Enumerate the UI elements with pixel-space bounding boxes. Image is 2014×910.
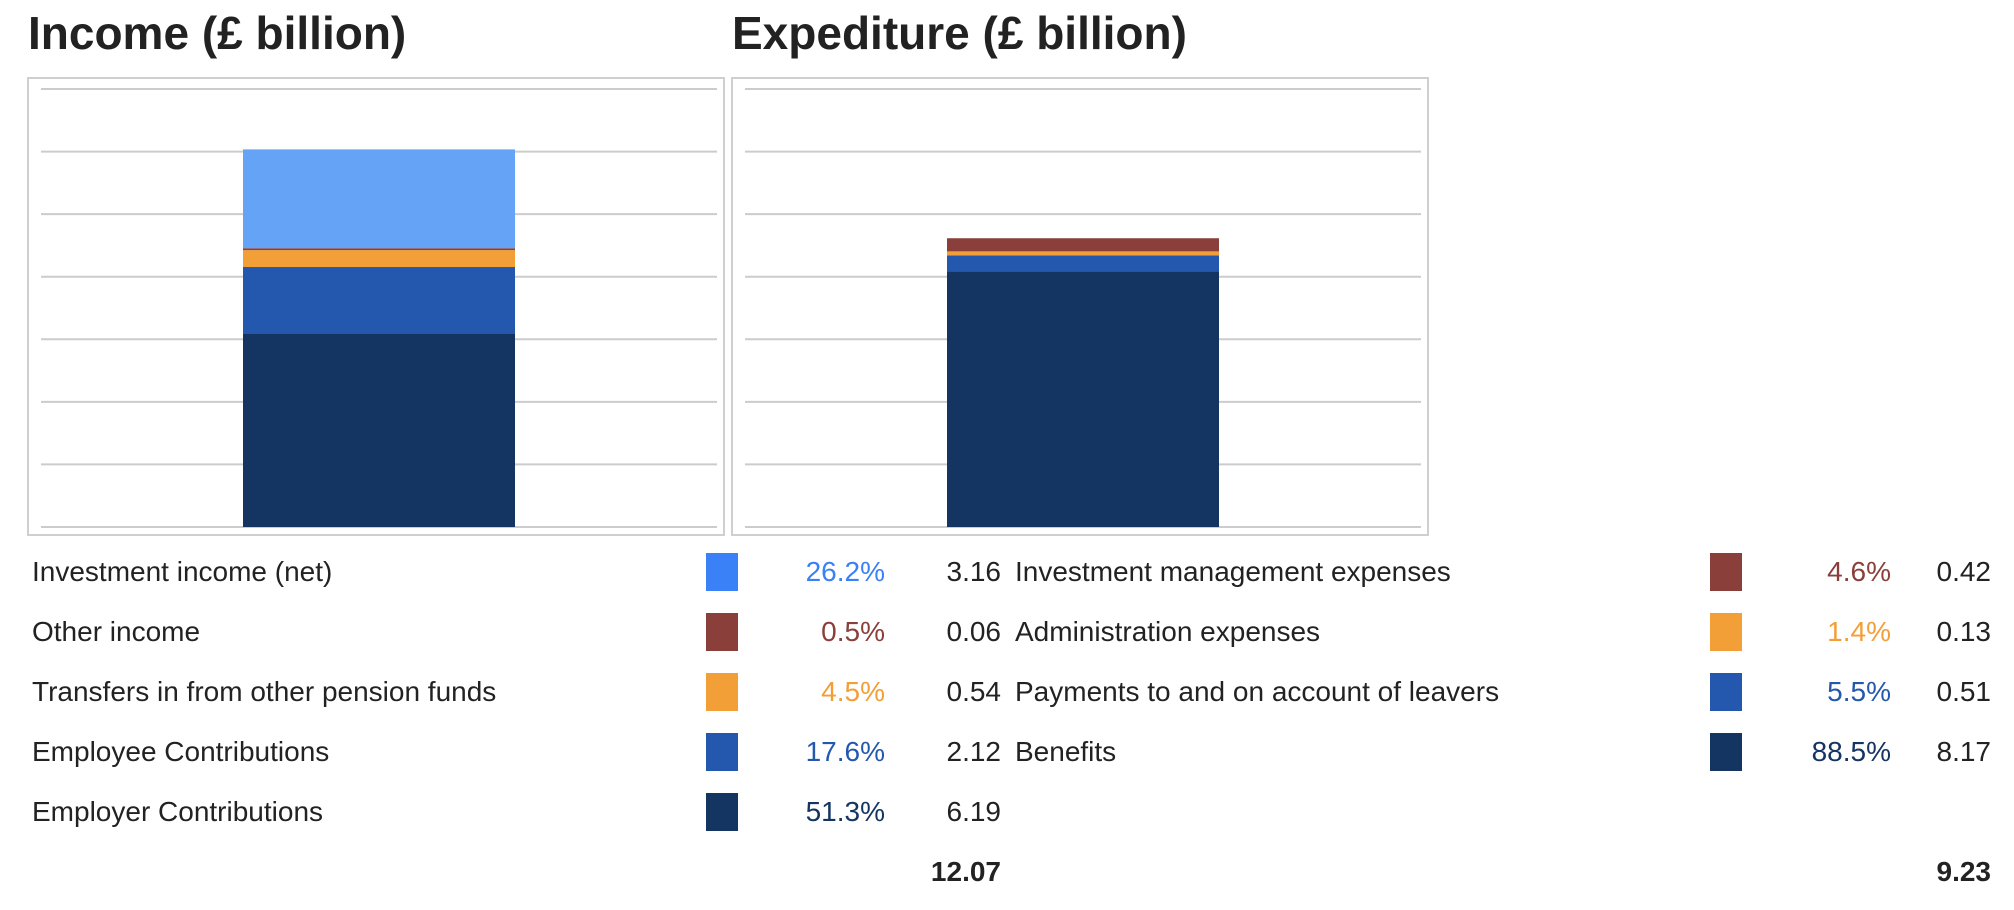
legend-value: 0.42 [1936, 556, 1992, 587]
legend-row: Transfers in from other pension funds 4.5… [0, 672, 2014, 712]
legend-label: Administration expenses [1015, 616, 1321, 647]
legend-label: Investment income (net) [32, 556, 333, 587]
bar-segment [243, 250, 515, 268]
bar-segment [243, 333, 515, 527]
bar-segment [243, 149, 515, 249]
legend-swatch [706, 793, 738, 831]
expenditure-total: 9.23 [1936, 856, 1992, 887]
legend-value: 0.13 [1936, 616, 1992, 647]
bar-segment [947, 251, 1219, 256]
legend-value: 6.19 [946, 796, 1002, 827]
legend-percent: 17.6% [805, 736, 885, 767]
legend-label: Payments to and on account of leavers [1015, 676, 1500, 707]
legend-row: Payments to and on account of leavers 5.5… [0, 672, 2014, 712]
legend-label: Employee Contributions [32, 736, 330, 767]
legend-value: 2.12 [946, 736, 1002, 767]
legend-percent: 4.5% [821, 676, 885, 707]
legend-label: Transfers in from other pension funds [32, 676, 497, 707]
income-total: 12.07 [930, 856, 1001, 887]
bar-segment [243, 248, 515, 251]
legend-row: Benefits 88.5% 8.17 [0, 732, 2014, 772]
legend-value: 0.51 [1936, 676, 1992, 707]
expenditure-chart [731, 77, 1429, 536]
bar-segment [243, 267, 515, 334]
legend-percent: 5.5% [1827, 676, 1891, 707]
legend-swatch [1710, 613, 1742, 651]
legend-swatch [706, 553, 738, 591]
legend-swatch [706, 733, 738, 771]
legend-percent: 4.6% [1827, 556, 1891, 587]
legend-swatch [706, 613, 738, 651]
legend-row: Administration expenses 1.4% 0.13 [0, 612, 2014, 652]
legend-row: Investment income (net) 26.2% 3.16 [0, 552, 2014, 592]
income-chart [27, 77, 725, 536]
legend-row: Employee Contributions 17.6% 2.12 [0, 732, 2014, 772]
legend-label: Employer Contributions [32, 796, 324, 827]
legend-percent: 88.5% [1811, 736, 1891, 767]
legend-row: Investment management expenses 4.6% 0.42 [0, 552, 2014, 592]
legend-swatch [1710, 553, 1742, 591]
legend-swatch [1710, 673, 1742, 711]
legend-label: Investment management expenses [1015, 556, 1451, 587]
legend-value: 0.54 [946, 676, 1002, 707]
legend-value: 8.17 [1936, 736, 1992, 767]
legend-label: Other income [32, 616, 201, 647]
legend-row: Other income 0.5% 0.06 [0, 612, 2014, 652]
bar-segment [947, 271, 1219, 527]
income-title: Income (£ billion) [28, 7, 407, 59]
legend-percent: 1.4% [1827, 616, 1891, 647]
bar-segment [947, 238, 1219, 252]
expenditure-title: Expediture (£ billion) [732, 7, 1187, 59]
legend-value: 3.16 [946, 556, 1002, 587]
legend-label: Benefits [1015, 736, 1117, 767]
legend-swatch [1710, 733, 1742, 771]
legend-percent: 0.5% [821, 616, 885, 647]
legend-row: Employer Contributions 51.3% 6.19 [0, 792, 2014, 832]
legend-percent: 51.3% [805, 796, 885, 827]
legend-percent: 26.2% [805, 556, 885, 587]
bar-segment [947, 255, 1219, 272]
legend-swatch [706, 673, 738, 711]
legend-value: 0.06 [946, 616, 1002, 647]
